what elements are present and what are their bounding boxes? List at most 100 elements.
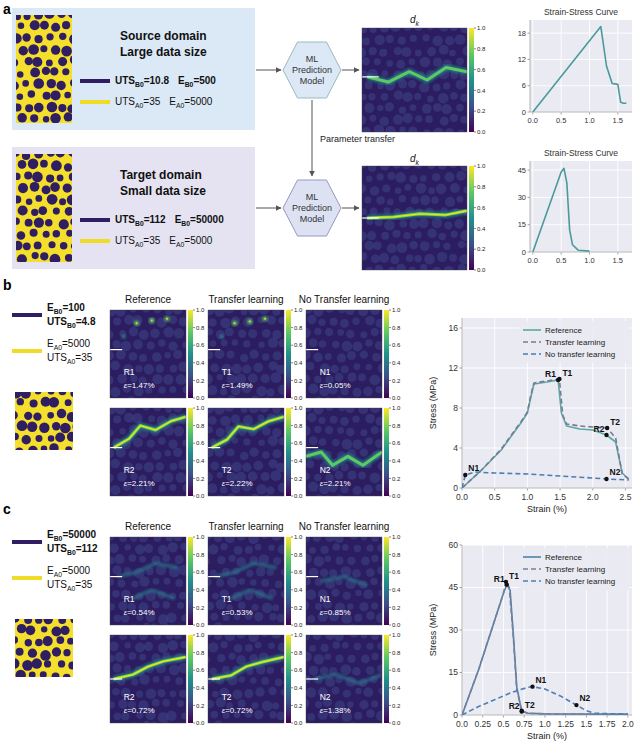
matrix xyxy=(208,408,284,496)
inclusion xyxy=(224,635,235,641)
inclusion xyxy=(135,463,142,470)
inclusion xyxy=(243,340,250,347)
microstructure xyxy=(110,537,186,625)
inclusion xyxy=(445,197,455,207)
inclusion xyxy=(15,636,18,643)
inclusion xyxy=(384,220,395,231)
inclusion xyxy=(319,438,327,446)
text-part: A0 xyxy=(54,344,63,351)
text-part: =35 xyxy=(143,96,160,107)
inclusion xyxy=(174,426,184,436)
colorbar-tick xyxy=(389,687,391,688)
inclusion xyxy=(394,47,402,55)
text-part: ML xyxy=(306,192,319,202)
inclusion xyxy=(62,21,70,29)
text-part: B0 xyxy=(67,549,76,556)
map-label: T1 xyxy=(222,367,232,377)
inclusion xyxy=(158,339,166,347)
inclusion xyxy=(68,15,72,18)
text-part: Prediction xyxy=(292,65,332,75)
colorbar xyxy=(188,310,193,398)
colorbar-label: 0.4 xyxy=(294,458,303,464)
inclusion xyxy=(460,94,467,102)
inclusion xyxy=(370,408,380,413)
inclusion xyxy=(214,537,222,542)
map-label: N2 xyxy=(320,692,331,702)
inclusion xyxy=(41,626,47,632)
colorbar-label: 0.2 xyxy=(392,476,401,482)
inclusion xyxy=(131,581,138,588)
inclusion xyxy=(43,116,49,122)
inclusion xyxy=(438,233,446,241)
inclusion xyxy=(212,593,219,600)
inclusion xyxy=(35,195,42,202)
chart: 0.00.250.50.751.01.251.51.752.0015304560… xyxy=(428,540,634,741)
inclusion xyxy=(360,350,368,358)
colorbar-label: 0.4 xyxy=(196,685,205,691)
text-part: k xyxy=(416,159,420,166)
inclusion xyxy=(336,557,344,565)
inclusion xyxy=(60,423,71,434)
inclusion xyxy=(367,643,374,650)
inclusion xyxy=(148,415,155,422)
microstructure xyxy=(15,619,73,677)
inclusion xyxy=(119,537,127,542)
map-label: R2 xyxy=(124,692,135,702)
inclusion xyxy=(366,175,373,182)
inclusion xyxy=(182,440,186,447)
inclusion xyxy=(437,166,448,170)
map-frame xyxy=(110,310,186,398)
inclusion xyxy=(314,328,321,335)
inclusion xyxy=(110,537,115,541)
legend-label: No transfer learning xyxy=(545,350,615,359)
damage-spot xyxy=(263,316,268,321)
inclusion xyxy=(261,579,269,587)
text-part: =1.47% xyxy=(127,381,154,390)
inclusion xyxy=(163,472,173,482)
inclusion xyxy=(450,230,457,237)
inclusion xyxy=(170,690,177,697)
colorbar-label: 0.0 xyxy=(294,622,303,628)
inclusion xyxy=(153,635,161,640)
inclusion xyxy=(56,81,65,90)
annotation-point xyxy=(605,426,609,430)
inclusion xyxy=(73,443,74,450)
colorbar-label: 0.4 xyxy=(392,587,401,593)
inclusion xyxy=(352,341,362,351)
crack xyxy=(306,452,382,465)
inclusion xyxy=(365,339,372,346)
inclusion xyxy=(376,613,382,623)
x-tick-label: 1.0 xyxy=(584,256,594,265)
inclusion xyxy=(64,112,72,121)
inclusion xyxy=(367,231,376,240)
colorbar-label: 1.0 xyxy=(392,632,401,638)
inclusion xyxy=(268,687,276,695)
inclusion xyxy=(163,327,174,338)
inclusion xyxy=(306,362,314,370)
inclusion xyxy=(152,450,162,460)
notch xyxy=(110,576,122,577)
y-tick xyxy=(528,59,531,60)
y-tick-label: 6 xyxy=(522,81,526,90)
microstructure xyxy=(306,310,382,398)
microstructure xyxy=(208,310,284,398)
inclusion xyxy=(463,186,467,193)
inclusion xyxy=(352,416,359,423)
y-tick xyxy=(528,224,531,225)
colorbar-label: 0.4 xyxy=(294,360,303,366)
x-axis-label: Strain (%) xyxy=(527,731,567,741)
inclusion xyxy=(371,426,379,434)
matrix xyxy=(16,154,72,262)
inclusion xyxy=(439,28,449,32)
inclusion xyxy=(176,472,186,483)
inclusion xyxy=(172,408,183,413)
inclusion xyxy=(450,114,458,122)
inclusion xyxy=(248,310,259,315)
inclusion xyxy=(251,494,260,496)
colorbar-label: 0.6 xyxy=(477,205,486,211)
inclusion xyxy=(373,241,382,250)
inclusion xyxy=(401,47,411,57)
inclusion xyxy=(65,207,72,216)
inclusion xyxy=(309,338,318,347)
inclusion xyxy=(347,655,355,663)
